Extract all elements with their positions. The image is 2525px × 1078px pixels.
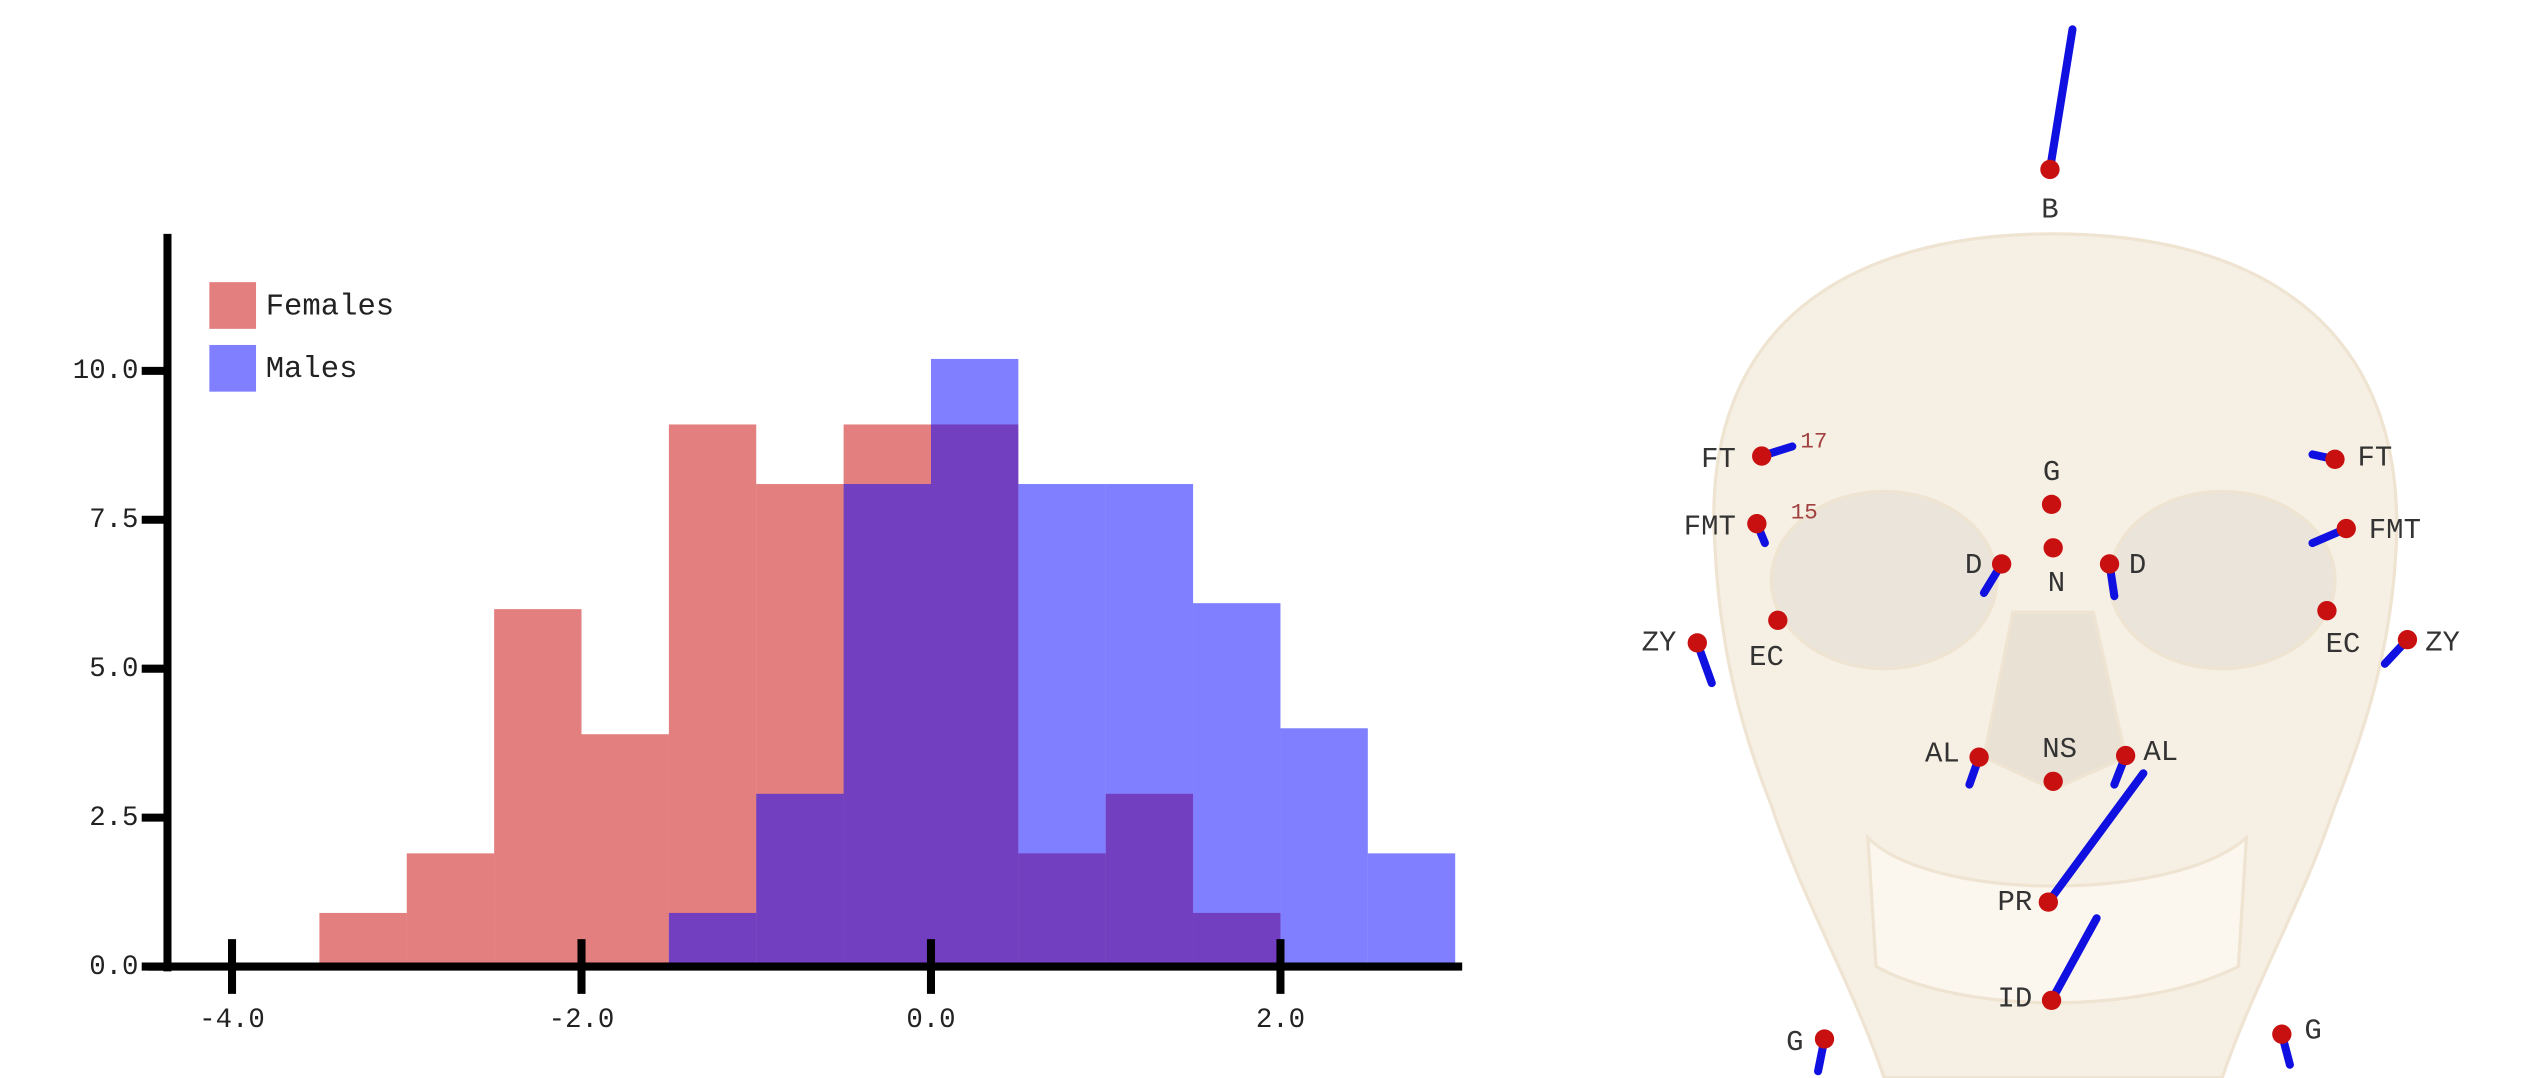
bar <box>494 609 581 966</box>
bar <box>844 484 931 967</box>
y-tick-label: 10.0 <box>73 356 139 387</box>
landmark-point <box>1688 633 1707 652</box>
bar <box>1280 728 1367 966</box>
x-tick-label: -2.0 <box>549 1005 615 1036</box>
landmark-point <box>2116 746 2135 765</box>
bar <box>669 424 756 966</box>
landmark-point <box>2325 450 2344 469</box>
landmark-label: ID <box>1997 982 2032 1015</box>
landmark-label: N <box>2048 567 2065 600</box>
landmark-label: AL <box>1925 738 1960 771</box>
bar <box>1018 484 1105 967</box>
landmark-label: G <box>2304 1015 2321 1048</box>
landmark-label: NS <box>2042 733 2077 766</box>
landmark-point <box>1815 1029 1834 1048</box>
landmark-point <box>2042 991 2061 1010</box>
landmark-label: FMT <box>2369 514 2421 547</box>
landmark-label: EC <box>1749 641 1784 674</box>
landmark-label: G <box>1786 1026 1803 1059</box>
bar <box>756 794 843 967</box>
y-tick-label: 2.5 <box>89 803 138 834</box>
legend-label: Females <box>266 290 394 324</box>
bar <box>1193 603 1280 966</box>
landmark-label: D <box>2129 549 2146 582</box>
landmark-point <box>1969 748 1988 767</box>
x-tick-label: 0.0 <box>906 1005 955 1036</box>
legend-label: Males <box>266 353 358 387</box>
landmark-point <box>1747 514 1766 533</box>
legend-swatch <box>209 345 256 392</box>
x-tick-label: 2.0 <box>1256 1005 1305 1036</box>
landmark-label: G <box>2043 456 2060 489</box>
landmark-point <box>1992 554 2011 573</box>
histogram: 0.0 2.5 5.0 7.5 10.0 -4.0 -2.0 0.0 2.0 Females Mal… <box>73 234 1462 1036</box>
landmark-annotation: 17 <box>1800 429 1827 455</box>
landmark-point <box>2100 554 2119 573</box>
landmark-point <box>2044 538 2063 557</box>
figure: 0.0 2.5 5.0 7.5 10.0 -4.0 -2.0 0.0 2.0 Females Mal… <box>0 0 2525 1078</box>
y-tick-label: 0.0 <box>89 952 138 983</box>
landmark-point <box>2042 495 2061 514</box>
landmark-point <box>2039 892 2058 911</box>
landmark-point <box>1768 611 1787 630</box>
landmark-label: ZY <box>2425 627 2460 660</box>
landmark-point <box>2337 519 2356 538</box>
landmark-annotation: 15 <box>1791 499 1818 525</box>
landmark-label: FT <box>1701 443 1736 476</box>
landmark-label: AL <box>2143 736 2178 769</box>
landmark-label: D <box>1965 549 1982 582</box>
bar <box>407 853 494 966</box>
bar <box>1368 853 1455 966</box>
landmark-label: FMT <box>1684 511 1736 544</box>
landmark-point <box>1752 446 1771 465</box>
skull <box>1714 234 2397 1078</box>
bar <box>319 913 406 967</box>
landmark-point <box>2317 601 2336 620</box>
landmark-point <box>2272 1025 2291 1044</box>
landmark-vector <box>2050 29 2073 169</box>
bar <box>931 359 1018 967</box>
landmark-point <box>2044 772 2063 791</box>
bar <box>669 913 756 967</box>
y-tick-label: 5.0 <box>89 654 138 685</box>
legend-swatch <box>209 282 256 329</box>
y-tick-label: 7.5 <box>89 505 138 536</box>
landmark-label: PR <box>1997 886 2032 919</box>
landmark-point <box>2398 630 2417 649</box>
landmark-point <box>2040 160 2059 179</box>
landmark-label: EC <box>2326 628 2361 661</box>
landmark-label: FT <box>2358 441 2393 474</box>
x-tick-label: -4.0 <box>199 1005 265 1036</box>
bar <box>1106 484 1193 967</box>
bar <box>582 734 669 966</box>
landmark-label: B <box>2041 193 2058 226</box>
landmark-label: ZY <box>1642 627 1677 660</box>
